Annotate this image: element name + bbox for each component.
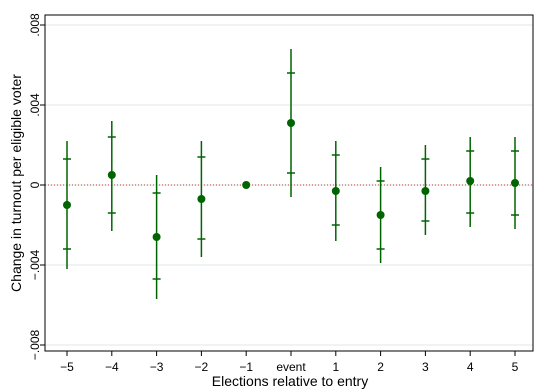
x-tick-label: −1 <box>239 360 253 374</box>
y-tick-label: .008 <box>28 13 42 37</box>
x-tick-label: −4 <box>105 360 119 374</box>
point-estimate-5 <box>287 119 295 127</box>
x-tick-label: 4 <box>467 360 474 374</box>
point-estimate-9 <box>466 177 475 185</box>
point-estimate-8 <box>421 187 430 195</box>
axes <box>40 14 534 356</box>
x-tick-label: 1 <box>332 360 339 374</box>
x-tick-label: 2 <box>377 360 384 374</box>
point-estimate-1 <box>107 171 116 179</box>
x-tick-label: −3 <box>150 360 164 374</box>
point-estimate-10 <box>511 179 519 187</box>
y-tick-label: −.008 <box>28 329 42 360</box>
y-tick-label: 0 <box>28 181 42 188</box>
point-estimate-6 <box>331 187 340 195</box>
x-tick-labels: −5 −4 −3 −2 −1 event 1 2 3 4 5 <box>60 360 519 374</box>
point-estimate-0 <box>63 201 71 209</box>
point-estimate-2 <box>152 233 161 241</box>
y-tick-label: −.004 <box>28 249 42 280</box>
point-estimate-7 <box>376 211 385 219</box>
point-estimate-4 <box>242 181 251 189</box>
x-tick-label: event <box>276 360 306 374</box>
y-tick-labels: −.008 −.004 0 .004 .008 <box>28 13 42 360</box>
y-tick-label: .004 <box>28 93 42 117</box>
y-axis-title: Change in turnout per eligible voter <box>8 74 24 292</box>
plot-frame <box>44 14 534 352</box>
point-estimates <box>63 119 519 241</box>
x-tick-label: −2 <box>195 360 209 374</box>
x-tick-label: −5 <box>60 360 74 374</box>
x-tick-label: 5 <box>512 360 519 374</box>
x-axis-title: Elections relative to entry <box>212 373 368 389</box>
point-estimate-3 <box>197 195 206 203</box>
x-tick-label: 3 <box>422 360 429 374</box>
